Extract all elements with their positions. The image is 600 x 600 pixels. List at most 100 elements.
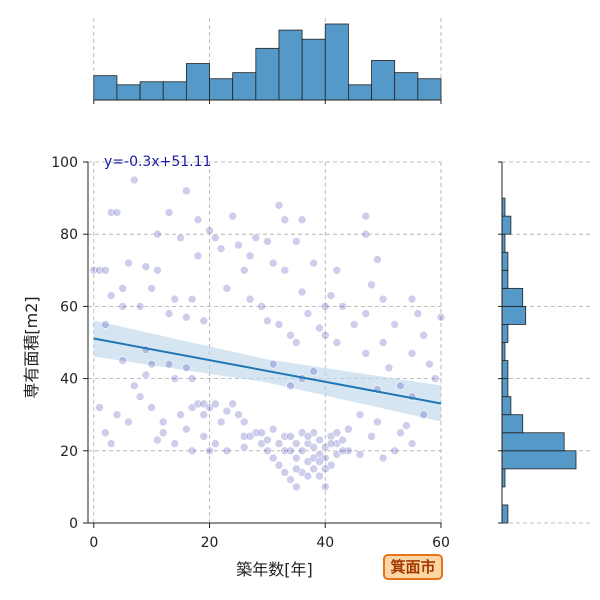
scatter-point bbox=[332, 338, 342, 347]
right-hist-bar bbox=[501, 414, 524, 434]
scatter-point bbox=[396, 428, 405, 438]
scatter-point bbox=[268, 424, 278, 434]
scatter-point bbox=[309, 442, 318, 452]
top-hist-bar bbox=[278, 29, 303, 101]
scatter-point bbox=[263, 446, 272, 456]
top-hist-bar bbox=[93, 75, 118, 101]
scatter-point bbox=[124, 258, 133, 268]
right-hist-bar bbox=[501, 287, 524, 307]
scatter-point bbox=[199, 410, 209, 420]
scatter-point bbox=[309, 464, 318, 474]
scatter-point bbox=[153, 229, 162, 239]
scatter-point bbox=[378, 453, 388, 463]
scatter-point bbox=[170, 439, 180, 448]
scatter-point bbox=[320, 302, 330, 311]
scatter-point bbox=[118, 302, 128, 311]
scatter-point bbox=[263, 435, 272, 445]
y-tick-label: 60 bbox=[60, 299, 78, 315]
right-hist-bar bbox=[501, 251, 509, 271]
scatter-point bbox=[124, 417, 133, 427]
scatter-point bbox=[320, 464, 330, 474]
scatter-point bbox=[239, 265, 249, 275]
top-hist-bar bbox=[417, 78, 442, 101]
scatter-point bbox=[158, 428, 168, 438]
scatter-point bbox=[338, 302, 347, 311]
scatter-point bbox=[129, 175, 139, 185]
y-tick-label: 100 bbox=[51, 155, 78, 171]
scatter-point bbox=[153, 435, 162, 445]
scatter-point bbox=[425, 359, 434, 369]
scatter-point bbox=[361, 211, 371, 221]
right-hist-bar bbox=[501, 305, 527, 325]
scatter-point bbox=[407, 294, 417, 304]
scatter-point bbox=[292, 464, 301, 474]
scatter-point bbox=[141, 370, 151, 380]
scatter-point bbox=[315, 323, 324, 333]
scatter-point bbox=[286, 446, 295, 456]
x-tick-label: 40 bbox=[316, 535, 334, 551]
scatter-point bbox=[234, 240, 243, 250]
scatter-point bbox=[222, 406, 232, 416]
y-tick-label: 40 bbox=[60, 372, 78, 388]
scatter-point bbox=[222, 284, 232, 293]
scatter-point bbox=[170, 294, 180, 304]
scatter-point bbox=[199, 432, 209, 441]
scatter-point bbox=[286, 381, 295, 391]
scatter-point bbox=[216, 244, 226, 253]
right-hist-bar bbox=[501, 360, 509, 379]
top-hist-bar bbox=[232, 72, 257, 101]
y-axis-title: 専有面積[m2] bbox=[22, 296, 41, 398]
y-tick-label: 0 bbox=[69, 516, 78, 532]
top-hist-bar bbox=[116, 84, 141, 101]
scatter-point bbox=[280, 468, 290, 477]
scatter-point bbox=[401, 421, 411, 430]
scatter-point bbox=[355, 450, 365, 459]
right-hist-bar bbox=[501, 450, 577, 470]
scatter-point bbox=[280, 265, 290, 275]
scatter-point bbox=[257, 428, 266, 438]
scatter-point bbox=[367, 432, 376, 441]
scatter-point bbox=[170, 374, 180, 383]
scatter-point bbox=[338, 435, 347, 445]
top-hist-bar bbox=[209, 78, 234, 101]
scatter-point bbox=[361, 309, 371, 318]
scatter-point bbox=[390, 446, 400, 456]
scatter-point bbox=[361, 229, 371, 239]
scatter-point bbox=[315, 471, 324, 481]
scatter-point bbox=[407, 349, 417, 358]
scatter-point bbox=[228, 211, 237, 221]
top-hist-bar bbox=[394, 72, 419, 101]
scatter-point bbox=[361, 349, 371, 358]
scatter-point bbox=[373, 255, 382, 264]
scatter-point bbox=[292, 453, 301, 463]
scatter-point bbox=[182, 186, 191, 196]
scatter-point bbox=[292, 482, 301, 492]
scatter-point bbox=[419, 330, 428, 340]
scatter-point bbox=[118, 284, 128, 293]
scatter-point bbox=[274, 201, 284, 210]
scatter-point bbox=[263, 316, 272, 326]
scatter-point bbox=[251, 233, 261, 243]
top-hist-bar bbox=[139, 81, 164, 101]
scatter-point bbox=[205, 226, 214, 235]
y-tick-label: 20 bbox=[60, 444, 78, 460]
scatter-point bbox=[419, 410, 428, 420]
city-badge: 箕面市 bbox=[383, 554, 443, 580]
scatter-point bbox=[332, 428, 342, 438]
top-hist-bar bbox=[324, 23, 349, 101]
scatter-point bbox=[297, 446, 307, 456]
top-hist-bar bbox=[301, 38, 326, 101]
scatter-point bbox=[326, 439, 336, 448]
scatter-point bbox=[141, 262, 151, 271]
scatter-point bbox=[274, 439, 284, 448]
scatter-point bbox=[263, 237, 272, 246]
scatter-point bbox=[378, 338, 388, 347]
scatter-point bbox=[147, 403, 156, 412]
top-hist-bar bbox=[162, 81, 187, 101]
scatter-point bbox=[315, 457, 324, 466]
scatter-point bbox=[101, 428, 110, 438]
top-hist-bar bbox=[185, 63, 210, 101]
scatter-point bbox=[349, 320, 359, 329]
scatter-point bbox=[280, 215, 290, 225]
